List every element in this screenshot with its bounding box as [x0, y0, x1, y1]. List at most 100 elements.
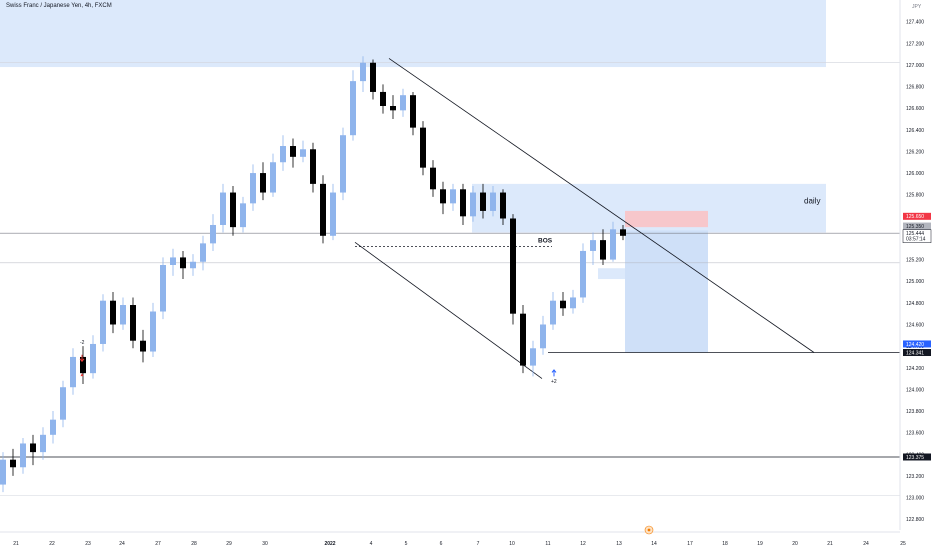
- x-tick-label: 21: [827, 541, 833, 547]
- candle-body: [320, 183, 326, 236]
- candle-body: [620, 229, 626, 236]
- y-tick-label: 123.600: [906, 431, 924, 437]
- candle-body: [600, 240, 606, 260]
- x-tick-label: 19: [757, 541, 763, 547]
- x-tick-label: 25: [900, 541, 906, 547]
- trendline-lower: [354, 241, 543, 379]
- candle-body: [40, 434, 46, 453]
- x-tick-label: 21: [13, 541, 19, 547]
- price-tag: [903, 453, 931, 461]
- stop-zone: [625, 210, 708, 228]
- y-tick-label: 123.000: [906, 496, 924, 502]
- candle-body: [460, 189, 466, 217]
- arrow-down-icon: [79, 354, 85, 363]
- x-tick-label: 24: [863, 541, 869, 547]
- candle-body: [530, 348, 536, 366]
- marker-down-label: -2: [80, 340, 85, 346]
- candle-body: [30, 443, 36, 453]
- y-tick-label: 124.600: [906, 322, 924, 328]
- supply-zone-top: [0, 0, 826, 68]
- candle-body: [440, 189, 446, 204]
- candle-body: [610, 229, 616, 260]
- candle-body: [210, 224, 216, 244]
- candle-body: [430, 167, 436, 190]
- candle-body: [60, 387, 66, 420]
- y-tick-label: 125.800: [906, 193, 924, 199]
- price-tag-label: 124.420: [906, 342, 924, 348]
- y-tick-label: 124.200: [906, 366, 924, 372]
- candle-body: [490, 192, 496, 211]
- candle-body: [200, 243, 206, 262]
- candle-body: [340, 135, 346, 193]
- price-tag: [903, 222, 931, 230]
- candle-body: [90, 343, 96, 374]
- candle-body: [290, 146, 296, 157]
- price-tag-label: 125.350: [906, 224, 924, 230]
- marker-up-label: +2: [551, 379, 557, 385]
- event-icon-dot: [647, 528, 651, 532]
- candle-body: [520, 313, 526, 366]
- bos-label: BOS: [538, 237, 553, 244]
- candle-body: [170, 257, 176, 265]
- candle-body: [350, 81, 356, 136]
- y-tick-label: 126.400: [906, 128, 924, 134]
- candle-body: [420, 127, 426, 168]
- candle-body: [230, 192, 236, 228]
- candle-body: [300, 149, 306, 157]
- candle-body: [110, 300, 116, 325]
- x-tick-label: 23: [85, 541, 91, 547]
- candle-body: [120, 305, 126, 325]
- x-tick-label: 17: [687, 541, 693, 547]
- x-tick-label: 10: [509, 541, 515, 547]
- candle-body: [370, 62, 376, 92]
- x-tick-label: 18: [722, 541, 728, 547]
- candle-body: [280, 146, 286, 163]
- y-tick-label: 125.000: [906, 279, 924, 285]
- candle-body: [220, 192, 226, 225]
- candle-body: [0, 459, 6, 485]
- price-tag: [903, 212, 931, 220]
- candle-body: [410, 95, 416, 128]
- candle-body: [580, 250, 586, 298]
- x-tick-label: 22: [49, 541, 55, 547]
- candle-body: [470, 192, 476, 217]
- price-tag-label: 125.650: [906, 214, 924, 220]
- candle-body: [310, 149, 316, 184]
- x-tick-label: 24: [119, 541, 125, 547]
- candle-body: [570, 297, 576, 309]
- candle-body: [450, 189, 456, 204]
- y-tick-label: 127.000: [906, 63, 924, 69]
- candle-body: [330, 192, 336, 236]
- y-tick-label: 126.000: [906, 171, 924, 177]
- y-tick-label: 127.400: [906, 20, 924, 26]
- y-tick-label: 122.800: [906, 517, 924, 523]
- candle-body: [160, 265, 166, 312]
- candle-body: [70, 356, 76, 388]
- trendline-upper: [388, 58, 815, 353]
- target-zone: [625, 230, 708, 353]
- y-tick-label: 124.800: [906, 301, 924, 307]
- candle-body: [380, 91, 386, 106]
- candle-body: [250, 173, 256, 204]
- candle-body: [560, 300, 566, 309]
- candle-body: [20, 443, 26, 468]
- x-tick-label: 2022: [324, 541, 335, 547]
- candle-body: [360, 62, 366, 82]
- arrow-small-icon: [80, 373, 84, 377]
- candle-body: [260, 173, 266, 193]
- candle-body: [510, 218, 516, 314]
- x-tick-label: 4: [370, 541, 373, 547]
- candle-body: [500, 192, 506, 219]
- x-tick-label: 13: [616, 541, 622, 547]
- symbol-title: Swiss Franc / Japanese Yen, 4h, FXCM: [6, 3, 112, 9]
- candle-body: [180, 257, 186, 269]
- y-tick-label: 126.600: [906, 106, 924, 112]
- price-tag-label: 123.375: [906, 455, 924, 461]
- arrow-up-icon: [551, 369, 557, 377]
- candle-body: [80, 356, 86, 374]
- price-tag-label: 124.341: [906, 350, 924, 356]
- x-tick-label: 28: [191, 541, 197, 547]
- x-tick-label: 7: [477, 541, 480, 547]
- y-tick-label: 127.200: [906, 41, 924, 47]
